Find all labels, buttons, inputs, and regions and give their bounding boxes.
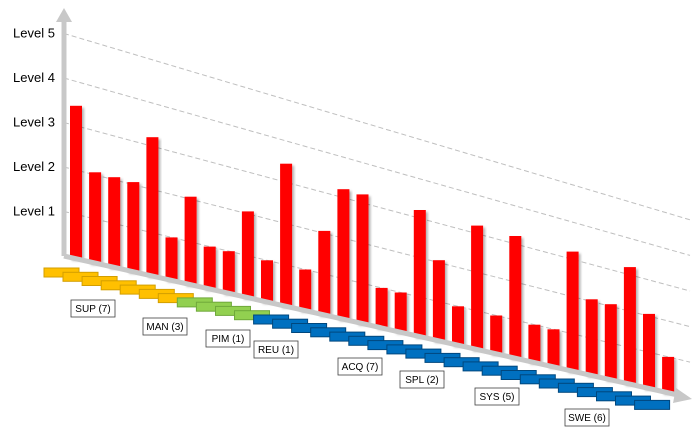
group-label-frame xyxy=(142,317,188,336)
process-segment xyxy=(634,399,671,410)
group-label: MAN (3) xyxy=(146,322,183,333)
group-label-box: REU (1) xyxy=(253,340,299,359)
level-label: Level 5 xyxy=(13,26,55,41)
bar xyxy=(471,225,484,350)
group-label-frame xyxy=(205,329,251,348)
y-axis-arrowhead xyxy=(56,8,72,22)
group-label-frame xyxy=(399,370,445,389)
group-labels: SUP (7) MAN (3) PIM (1) REU (1) ACQ (7) SPL (… xyxy=(70,299,610,427)
bar xyxy=(184,196,197,285)
gridlines xyxy=(63,33,691,363)
bar xyxy=(222,251,235,294)
bar xyxy=(547,329,560,367)
level-label: Level 3 xyxy=(13,115,55,130)
gridline xyxy=(63,166,691,328)
bar xyxy=(261,260,273,302)
group-label: SWE (6) xyxy=(568,413,606,424)
group-label-frame xyxy=(253,340,299,359)
group-label-box: ACQ (7) xyxy=(337,357,383,376)
group-label-box: MAN (3) xyxy=(142,317,188,336)
bar xyxy=(280,163,293,307)
bar xyxy=(413,210,426,337)
bar xyxy=(318,230,331,315)
bar xyxy=(241,211,254,298)
group-label-box: PIM (1) xyxy=(205,329,251,348)
group-label-box: SYS (5) xyxy=(474,387,520,406)
bar xyxy=(623,267,636,385)
bar xyxy=(585,299,598,376)
bar xyxy=(394,292,407,333)
group-label: SYS (5) xyxy=(479,392,514,403)
group-label: ACQ (7) xyxy=(342,362,379,373)
gridline xyxy=(63,33,691,221)
bar xyxy=(356,194,369,324)
group-label-frame xyxy=(337,357,383,376)
x-axis xyxy=(63,253,679,398)
group-label-box: SPL (2) xyxy=(399,370,445,389)
group-label: PIM (1) xyxy=(212,334,245,345)
group-label: SPL (2) xyxy=(405,375,439,386)
bar xyxy=(299,269,312,311)
bar xyxy=(108,177,121,268)
group-label-frame xyxy=(70,299,116,318)
bar xyxy=(509,236,522,359)
bar xyxy=(337,189,350,320)
level-label: Level 4 xyxy=(13,70,55,85)
bar xyxy=(604,304,617,380)
bar xyxy=(452,306,464,346)
bar xyxy=(70,105,82,259)
group-label-frame xyxy=(474,387,520,406)
bar xyxy=(566,251,579,372)
bar xyxy=(165,237,178,281)
bar xyxy=(528,324,541,363)
gridline xyxy=(63,122,691,292)
level-label: Level 2 xyxy=(13,159,55,174)
bar xyxy=(146,137,159,276)
bar xyxy=(643,313,655,389)
bar xyxy=(89,172,102,264)
bar xyxy=(432,260,445,341)
level-label: Level 1 xyxy=(13,204,55,219)
group-label-frame xyxy=(564,408,610,427)
gridline xyxy=(63,211,691,363)
bars xyxy=(70,105,675,393)
gridline xyxy=(63,77,691,256)
x-axis-arrowhead xyxy=(673,388,692,403)
group-label: REU (1) xyxy=(258,345,294,356)
bar xyxy=(375,287,388,328)
group-label: SUP (7) xyxy=(75,304,110,315)
bar xyxy=(127,182,140,272)
group-segments xyxy=(43,267,671,410)
bar xyxy=(490,315,503,354)
level-labels: Level 1 Level 2 Level 3 Level 4 Level 5 xyxy=(13,26,55,219)
group-label-box: SUP (7) xyxy=(70,299,116,318)
group-label-box: SWE (6) xyxy=(564,408,610,427)
bar xyxy=(662,356,675,393)
bar xyxy=(203,246,216,289)
